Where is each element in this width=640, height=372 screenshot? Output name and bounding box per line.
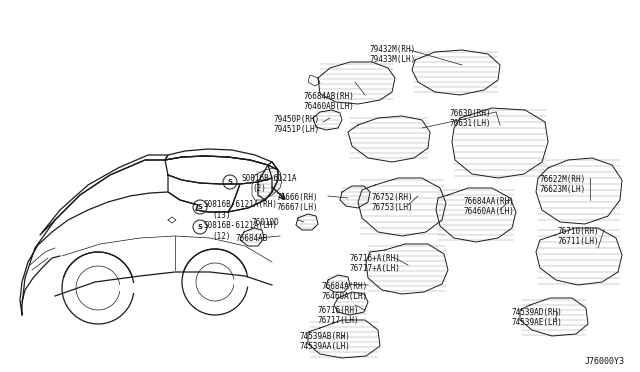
Text: 76630(RH): 76630(RH) xyxy=(450,109,492,118)
Text: S0816B-6121A(RH): S0816B-6121A(RH) xyxy=(204,200,278,209)
Text: J76000Y3: J76000Y3 xyxy=(585,357,625,366)
Text: 74539AB(RH): 74539AB(RH) xyxy=(300,331,351,340)
Text: 79450P(RH): 79450P(RH) xyxy=(274,115,320,124)
Text: 76711(LH): 76711(LH) xyxy=(558,237,600,246)
Text: 76622M(RH): 76622M(RH) xyxy=(540,174,586,183)
Text: 76684AB: 76684AB xyxy=(236,234,268,243)
Text: 79432M(RH): 79432M(RH) xyxy=(370,45,416,54)
Text: 76460AB(LH): 76460AB(LH) xyxy=(304,102,355,110)
Text: 76684AB(RH): 76684AB(RH) xyxy=(304,92,355,100)
Text: (13): (13) xyxy=(212,211,230,220)
Text: S0816B-6121A: S0816B-6121A xyxy=(242,174,298,183)
Text: 76717(LH): 76717(LH) xyxy=(318,317,360,326)
Text: 76631(LH): 76631(LH) xyxy=(450,119,492,128)
Text: 76716+A(RH): 76716+A(RH) xyxy=(350,254,401,263)
Text: 74539AE(LH): 74539AE(LH) xyxy=(512,318,563,327)
Text: 76666(RH): 76666(RH) xyxy=(277,192,319,202)
Text: 76667(LH): 76667(LH) xyxy=(277,202,319,212)
Text: 76753(LH): 76753(LH) xyxy=(372,202,413,212)
Text: S: S xyxy=(198,204,202,210)
Text: (12): (12) xyxy=(212,232,230,241)
Text: 74539AD(RH): 74539AD(RH) xyxy=(512,308,563,317)
Text: 79433M(LH): 79433M(LH) xyxy=(370,55,416,64)
Text: 76752(RH): 76752(RH) xyxy=(372,192,413,202)
Text: 76710(RH): 76710(RH) xyxy=(558,227,600,235)
Text: 74539AA(LH): 74539AA(LH) xyxy=(300,341,351,350)
Text: 76684AA(RH): 76684AA(RH) xyxy=(464,196,515,205)
Text: S: S xyxy=(198,224,202,230)
Text: (2): (2) xyxy=(252,184,266,193)
Text: 76460AA(LH): 76460AA(LH) xyxy=(464,206,515,215)
Text: 76717+A(LH): 76717+A(LH) xyxy=(350,264,401,273)
Text: 76684A(RH): 76684A(RH) xyxy=(322,282,368,291)
Text: S0816B-6121A(LH): S0816B-6121A(LH) xyxy=(204,221,278,230)
Text: 76623M(LH): 76623M(LH) xyxy=(540,185,586,193)
Text: 76716(RH): 76716(RH) xyxy=(318,307,360,315)
Text: S: S xyxy=(227,179,232,185)
Text: 76010D: 76010D xyxy=(252,218,280,227)
Text: 76460A(LH): 76460A(LH) xyxy=(322,292,368,301)
Text: 79451P(LH): 79451P(LH) xyxy=(274,125,320,134)
